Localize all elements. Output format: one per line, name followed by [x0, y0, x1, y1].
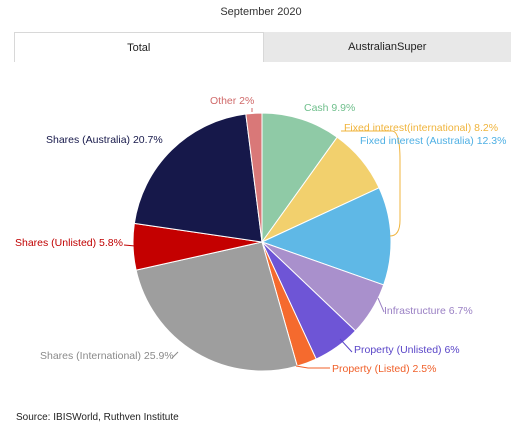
label-connector-5 — [339, 338, 353, 353]
pie-slice-7[interactable] — [135, 241, 298, 372]
tab-australiansuper[interactable]: AustralianSuper — [263, 32, 511, 62]
label-connector-2 — [341, 130, 401, 237]
label-connector-4 — [377, 297, 385, 313]
label-connector-7 — [171, 351, 179, 359]
data-label-4: Infrastructure 6.7% — [384, 305, 473, 317]
data-label-10: Other 2% — [210, 95, 254, 107]
pie-slice-10[interactable] — [245, 112, 263, 243]
label-connector-8 — [123, 244, 136, 247]
pie-slice-9[interactable] — [133, 113, 263, 243]
data-label-6: Property (Listed) 2.5% — [332, 363, 436, 375]
data-label-7: Shares (International) 25.9% — [40, 350, 174, 362]
data-label-5: Property (Unlisted) 6% — [354, 344, 460, 356]
data-label-1: Cash 9.9% — [304, 102, 355, 114]
data-label-8: Shares (Unlisted) 5.8% — [15, 237, 123, 249]
chart-subtitle: September 2020 — [220, 6, 302, 18]
pie-slice-1[interactable] — [261, 112, 338, 244]
source-note: Source: IBISWorld, Ruthven Institute — [16, 412, 179, 423]
label-connector-9 — [210, 119, 242, 144]
data-label-2: Fixed interest(international) 8.2% — [344, 122, 498, 134]
label-connector-6 — [295, 365, 330, 369]
tab-bar: Total AustralianSuper — [14, 32, 511, 62]
data-label-9: Shares (Australia) 20.7% — [46, 134, 163, 146]
data-label-3: Fixed interest (Australia) 12.3% — [360, 135, 506, 147]
tab-total[interactable]: Total — [14, 32, 264, 62]
